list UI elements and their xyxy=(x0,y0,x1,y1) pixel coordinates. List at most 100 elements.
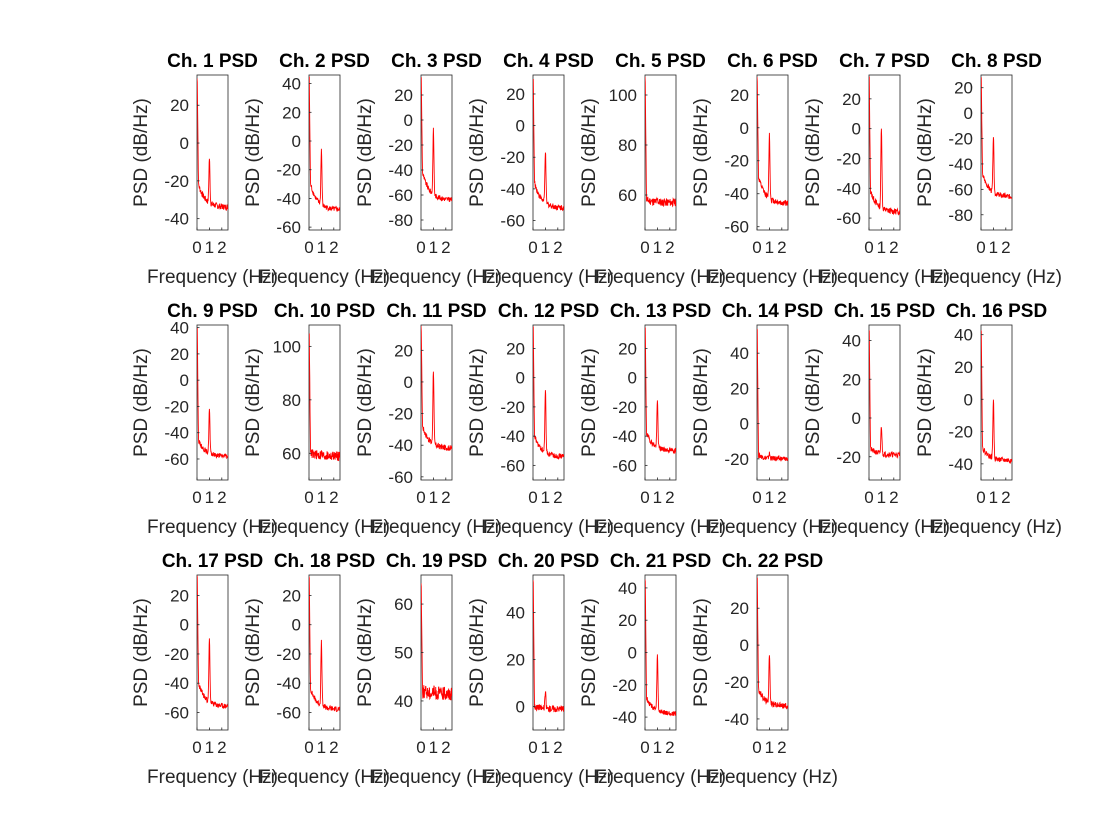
psd-trace-line xyxy=(197,327,228,460)
y-tick-label: 80 xyxy=(282,391,301,410)
x-axis-label: Frequency (Hz) xyxy=(819,267,950,288)
y-axis-label: PSD (dB/Hz) xyxy=(915,348,936,457)
axes-box xyxy=(420,74,453,231)
axes-box xyxy=(308,74,341,231)
y-tick-label: -60 xyxy=(948,180,973,199)
x-tick-label: 1 xyxy=(429,238,438,257)
y-axis-label: PSD (dB/Hz) xyxy=(467,348,488,457)
x-tick-label: 2 xyxy=(441,738,450,757)
y-tick-label: -40 xyxy=(276,674,301,693)
y-tick-label: 100 xyxy=(273,337,301,356)
x-tick-label: 0 xyxy=(416,488,425,507)
x-axis-label: Frequency (Hz) xyxy=(371,267,502,288)
subplot-ch10: 60 80 100 0 1 2 Ch. 10 PSD PSD (dB/Hz) Frequency… xyxy=(243,301,390,538)
x-axis-label: Frequency (Hz) xyxy=(931,267,1062,288)
psd-trace-line xyxy=(757,328,788,462)
x-tick-label: 0 xyxy=(528,488,537,507)
x-axis-label: Frequency (Hz) xyxy=(147,267,278,288)
y-tick-label: 0 xyxy=(404,111,413,130)
y-tick-label: 0 xyxy=(852,409,861,428)
y-tick-label: -40 xyxy=(948,155,973,174)
y-axis-label: PSD (dB/Hz) xyxy=(803,348,824,457)
y-tick-label: -20 xyxy=(724,152,749,171)
x-tick-label: 1 xyxy=(877,488,886,507)
x-axis-label: Frequency (Hz) xyxy=(147,767,278,788)
y-axis-label: PSD (dB/Hz) xyxy=(579,348,600,457)
x-tick-label: 0 xyxy=(192,238,201,257)
subplot-title: Ch. 13 PSD xyxy=(610,301,711,322)
y-tick-label: -40 xyxy=(164,424,189,443)
x-axis-label: Frequency (Hz) xyxy=(707,517,838,538)
y-tick-label: -40 xyxy=(836,179,861,198)
subplot-ch19: 40 50 60 0 1 2 Ch. 19 PSD PSD (dB/Hz) Frequency … xyxy=(355,551,502,788)
y-tick-label: -60 xyxy=(836,209,861,228)
psd-trace-line xyxy=(757,577,788,710)
y-tick-label: 0 xyxy=(180,134,189,153)
x-tick-label: 0 xyxy=(528,738,537,757)
y-tick-label: 100 xyxy=(609,86,637,105)
y-tick-label: 20 xyxy=(282,103,301,122)
psd-trace-line xyxy=(533,78,564,212)
x-tick-label: 1 xyxy=(317,488,326,507)
axes-box xyxy=(644,574,677,731)
y-tick-label: -20 xyxy=(836,149,861,168)
x-tick-label: 0 xyxy=(192,488,201,507)
y-axis-label: PSD (dB/Hz) xyxy=(131,348,152,457)
subplot-title: Ch. 11 PSD xyxy=(386,301,486,322)
y-tick-label: -20 xyxy=(948,423,973,442)
y-tick-label: 40 xyxy=(170,319,189,338)
psd-trace-line xyxy=(981,330,1012,465)
psd-trace-line xyxy=(645,327,676,455)
x-axis-label: Frequency (Hz) xyxy=(707,767,838,788)
y-tick-label: 20 xyxy=(954,358,973,377)
x-tick-label: 2 xyxy=(441,488,450,507)
x-tick-label: 0 xyxy=(864,488,873,507)
x-tick-label: 1 xyxy=(989,488,998,507)
psd-trace-line xyxy=(421,77,452,202)
subplot-title: Ch. 15 PSD xyxy=(834,301,935,322)
y-tick-label: 20 xyxy=(506,651,525,670)
x-tick-label: 2 xyxy=(329,488,338,507)
y-tick-label: -60 xyxy=(388,468,413,487)
psd-trace-line xyxy=(533,580,564,713)
subplot-title: Ch. 6 PSD xyxy=(727,51,818,72)
y-tick-label: -20 xyxy=(500,148,525,167)
psd-trace-line xyxy=(645,579,676,717)
axes-box xyxy=(980,324,1013,481)
y-tick-label: 40 xyxy=(954,326,973,345)
y-tick-label: -60 xyxy=(612,456,637,475)
x-axis-label: Frequency (Hz) xyxy=(147,517,278,538)
y-tick-label: -20 xyxy=(724,450,749,469)
x-axis-label: Frequency (Hz) xyxy=(931,517,1062,538)
axes-box xyxy=(756,74,789,231)
subplot-title: Ch. 1 PSD xyxy=(167,51,258,72)
y-tick-label: -60 xyxy=(164,450,189,469)
y-tick-label: -60 xyxy=(276,218,301,237)
y-tick-label: -20 xyxy=(836,448,861,467)
psd-trace-line xyxy=(197,78,228,212)
x-tick-label: 0 xyxy=(528,238,537,257)
y-tick-label: -40 xyxy=(164,210,189,229)
axes-box xyxy=(420,324,453,481)
x-axis-label: Frequency (Hz) xyxy=(595,767,726,788)
x-tick-label: 1 xyxy=(765,488,774,507)
y-tick-label: 80 xyxy=(618,136,637,155)
subplot-title: Ch. 7 PSD xyxy=(839,51,930,72)
y-tick-label: -80 xyxy=(948,206,973,225)
y-tick-label: 0 xyxy=(852,120,861,139)
x-tick-label: 2 xyxy=(889,488,898,507)
axes-box xyxy=(868,74,901,231)
y-tick-label: 0 xyxy=(628,369,637,388)
x-tick-label: 2 xyxy=(889,238,898,257)
x-tick-label: 0 xyxy=(976,238,985,257)
y-tick-label: -40 xyxy=(724,710,749,729)
subplot-title: Ch. 16 PSD xyxy=(946,301,1047,322)
psd-trace-line xyxy=(421,583,452,701)
x-tick-label: 1 xyxy=(989,238,998,257)
